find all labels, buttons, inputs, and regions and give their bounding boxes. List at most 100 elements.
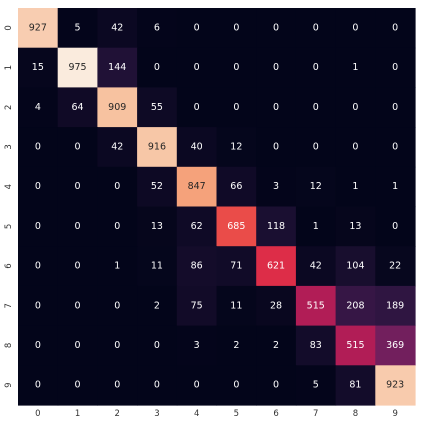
heatmap-cell-r9-c5 <box>216 365 257 406</box>
cell-value-label: 0 <box>313 62 319 73</box>
heatmap-cell-r0-c8 <box>335 8 376 49</box>
y-tick-label: 1 <box>4 65 14 70</box>
cell-value-label: 75 <box>191 300 203 311</box>
x-tick-label: 6 <box>273 409 278 419</box>
cell-value-label: 0 <box>75 221 81 232</box>
heatmap-cell-r1-c0 <box>18 47 59 88</box>
heatmap-cell-r3-c8 <box>335 127 376 168</box>
heatmap-cell-r6-c3 <box>137 246 178 287</box>
heatmap-cell-r5-c3 <box>137 206 178 247</box>
cell-value-label: 0 <box>75 380 81 391</box>
heatmap-cell-r1-c5 <box>216 47 257 88</box>
cell-value-label: 0 <box>35 380 41 391</box>
heatmap-cell-r5-c4 <box>176 206 218 247</box>
cell-value-label: 0 <box>273 380 279 391</box>
cell-value-label: 0 <box>313 102 319 113</box>
cell-value-label: 0 <box>35 261 41 272</box>
heatmap-cell-r1-c2 <box>97 47 138 88</box>
x-tick-label: 7 <box>313 409 318 419</box>
cell-value-label: 42 <box>111 141 123 152</box>
heatmap-cell-r4-c3 <box>137 166 178 208</box>
x-tick-label: 1 <box>75 409 80 419</box>
heatmap-cell-r8-c5 <box>216 325 257 366</box>
heatmap-cell-r0-c1 <box>57 8 98 49</box>
cell-value-label: 0 <box>194 22 200 33</box>
cell-value-label: 369 <box>386 340 404 351</box>
heatmap-cell-r5-c5 <box>216 206 257 247</box>
cell-value-label: 0 <box>35 141 41 152</box>
y-tick-label: 5 <box>4 224 14 229</box>
cell-value-label: 104 <box>346 261 364 272</box>
cell-value-label: 0 <box>392 22 398 33</box>
heatmap-cell-r8-c9 <box>375 325 416 366</box>
heatmap-cell-r1-c3 <box>137 47 178 88</box>
y-tick-label: 7 <box>4 303 14 308</box>
heatmap-cell-r7-c9 <box>375 285 416 327</box>
cell-value-label: 0 <box>194 62 200 73</box>
y-tick-label: 3 <box>4 144 14 149</box>
heatmap-cell-r7-c5 <box>216 285 257 327</box>
cell-value-label: 62 <box>191 221 203 232</box>
cell-value-label: 2 <box>233 340 239 351</box>
heatmap-cells <box>18 8 416 406</box>
heatmap-cell-r9-c1 <box>57 365 98 406</box>
heatmap-cell-r4-c2 <box>97 166 138 208</box>
y-tick-label: 8 <box>4 343 14 348</box>
cell-value-label: 0 <box>392 62 398 73</box>
cell-value-label: 1 <box>114 261 120 272</box>
heatmap-cell-r4-c7 <box>295 166 337 208</box>
cell-value-label: 5 <box>313 380 319 391</box>
cell-value-label: 13 <box>151 221 163 232</box>
cell-value-label: 71 <box>230 261 242 272</box>
heatmap-cell-r8-c4 <box>176 325 218 366</box>
y-tick-label: 9 <box>4 382 14 387</box>
heatmap-cell-r4-c9 <box>375 166 416 208</box>
x-tick-label: 5 <box>234 409 239 419</box>
heatmap-cell-r9-c4 <box>176 365 218 406</box>
cell-value-label: 42 <box>111 22 123 33</box>
heatmap-cell-r2-c4 <box>176 87 218 128</box>
y-tick-label: 6 <box>4 263 14 268</box>
cell-value-label: 5 <box>75 22 81 33</box>
cell-value-label: 0 <box>154 62 160 73</box>
cell-value-label: 0 <box>114 380 120 391</box>
cell-value-label: 2 <box>273 340 279 351</box>
heatmap-cell-r4-c8 <box>335 166 376 208</box>
cell-value-label: 144 <box>108 62 126 73</box>
heatmap-cell-r2-c3 <box>137 87 178 128</box>
cell-value-label: 42 <box>310 261 322 272</box>
heatmap-cell-r6-c0 <box>18 246 59 287</box>
heatmap-cell-r7-c8 <box>335 285 376 327</box>
heatmap-cell-r3-c2 <box>97 127 138 168</box>
cell-value-label: 0 <box>313 141 319 152</box>
heatmap-cell-r2-c6 <box>256 87 297 128</box>
heatmap-cell-r3-c9 <box>375 127 416 168</box>
heatmap-cell-r0-c3 <box>137 8 178 49</box>
cell-value-label: 0 <box>352 141 358 152</box>
x-tick-label: 4 <box>194 409 199 419</box>
heatmap-cell-r3-c1 <box>57 127 98 168</box>
heatmap-cell-r2-c0 <box>18 87 59 128</box>
cell-value-label: 118 <box>267 221 285 232</box>
x-tick-label: 9 <box>392 409 397 419</box>
y-tick-label: 4 <box>4 184 14 189</box>
heatmap-cell-r9-c7 <box>295 365 337 406</box>
cell-value-label: 515 <box>307 300 325 311</box>
cell-value-label: 0 <box>233 22 239 33</box>
cell-value-label: 0 <box>273 141 279 152</box>
cell-value-label: 515 <box>346 340 364 351</box>
cell-value-label: 0 <box>75 340 81 351</box>
cell-value-label: 975 <box>68 62 86 73</box>
cell-value-label: 909 <box>108 102 126 113</box>
cell-value-label: 4 <box>35 102 41 113</box>
heatmap-cell-r5-c8 <box>335 206 376 247</box>
cell-value-label: 15 <box>32 62 44 73</box>
heatmap-cell-r6-c7 <box>295 246 337 287</box>
cell-value-label: 0 <box>273 22 279 33</box>
cell-value-label: 0 <box>273 62 279 73</box>
cell-value-label: 0 <box>233 380 239 391</box>
heatmap-cell-r0-c4 <box>176 8 218 49</box>
heatmap-cell-r6-c2 <box>97 246 138 287</box>
cell-value-label: 11 <box>230 300 242 311</box>
heatmap-cell-r8-c7 <box>295 325 337 366</box>
